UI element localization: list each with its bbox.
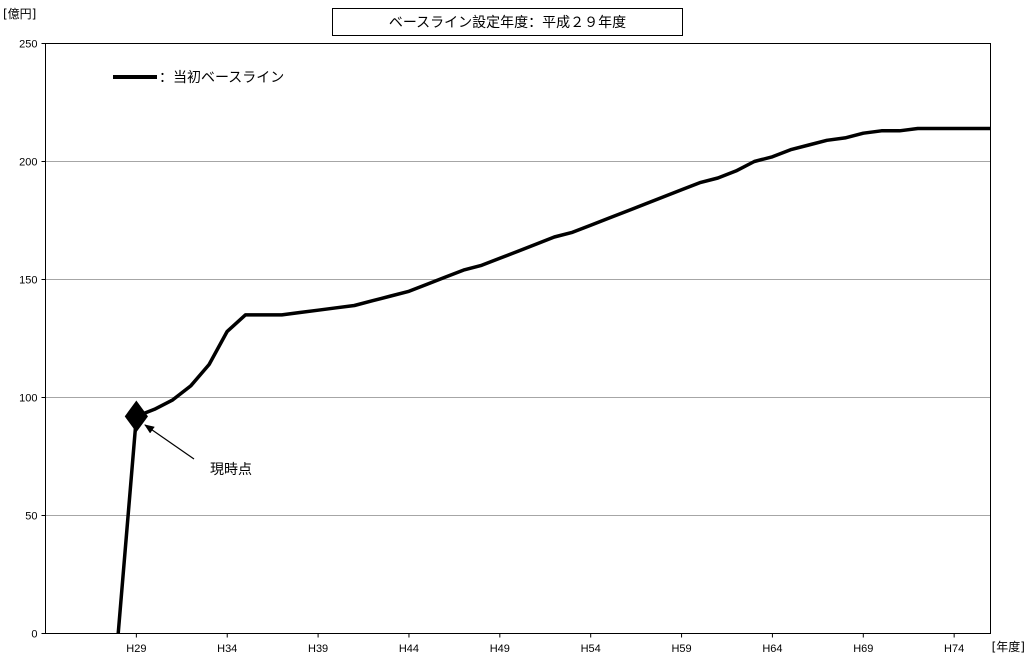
- x-tick-label-h69: H69: [853, 643, 873, 655]
- y-tick-label-200: 200: [19, 157, 37, 169]
- current-point-marker: [124, 400, 148, 433]
- x-tick-label-h54: H54: [581, 643, 601, 655]
- legend: ：当初ベースライン: [113, 69, 284, 86]
- x-tick-label-h39: H39: [308, 643, 328, 655]
- chart-title-frame: [332, 8, 683, 36]
- x-tick-label-h44: H44: [399, 643, 419, 655]
- legend-separator: ：: [159, 70, 173, 86]
- annotation-label: 現時点: [210, 462, 252, 478]
- x-tick-label-h74: H74: [944, 643, 964, 655]
- annotation-arrow: [144, 424, 195, 460]
- y-tick-label-250: 250: [19, 39, 37, 51]
- x-tick-label-h59: H59: [671, 643, 691, 655]
- x-tick-label-h29: H29: [126, 643, 146, 655]
- x-tick-label-h49: H49: [490, 643, 510, 655]
- chart-title: ベースライン設定年度：平成２９年度: [389, 15, 626, 31]
- plot-area: [45, 43, 991, 634]
- y-tick-label-50: 50: [25, 511, 37, 523]
- y-tick-label-150: 150: [19, 275, 37, 287]
- y-tick-label-100: 100: [19, 393, 37, 405]
- series-line-baseline: [116, 126, 991, 634]
- series-layer: [116, 126, 991, 634]
- grid-layer: [45, 161, 991, 516]
- axis-layer: 0 50 100 150 200 250 H29 H34 H39 H44 H49 H54 H59 H64 H…: [19, 39, 964, 656]
- annotation-current-point: 現時点: [144, 424, 252, 478]
- x-tick-label-h64: H64: [762, 643, 782, 655]
- chart-title-box: ベースライン設定年度：平成２９年度: [332, 8, 683, 36]
- x-tick-label-h34: H34: [217, 643, 237, 655]
- legend-label-baseline: 当初ベースライン: [173, 69, 284, 86]
- y-axis-unit-label: [億円]: [3, 7, 36, 21]
- legend-entry-baseline: ：当初ベースライン: [159, 69, 284, 86]
- y-tick-label-0: 0: [31, 629, 37, 641]
- x-axis-unit-label: [年度]: [992, 639, 1025, 654]
